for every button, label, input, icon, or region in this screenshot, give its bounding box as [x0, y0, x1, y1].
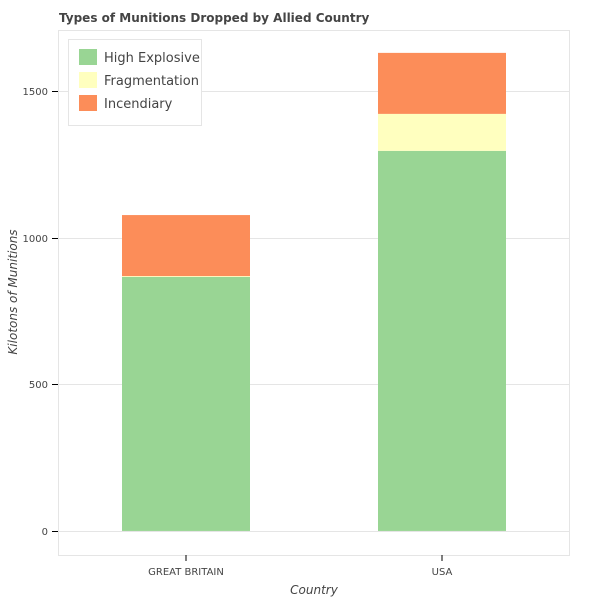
- bars: [122, 52, 506, 531]
- bar-fragmentation: [378, 113, 506, 151]
- chart-title: Types of Munitions Dropped by Allied Cou…: [59, 11, 369, 25]
- bar-incendiary: [378, 52, 506, 114]
- y-tick-label: 500: [29, 380, 48, 391]
- y-tick-label: 0: [42, 527, 48, 538]
- y-axis-label: Kilotons of Munitions: [6, 229, 20, 354]
- y-tick-label: 1000: [23, 234, 48, 245]
- legend-swatch: [79, 95, 97, 111]
- legend: High Explosive Fragmentation Incendiary: [68, 39, 202, 126]
- x-axis-label: Country: [290, 583, 339, 597]
- bar-high-explosive: [122, 276, 250, 531]
- legend-label: Incendiary: [104, 97, 173, 112]
- plot-frame: [58, 30, 570, 556]
- legend-label: Fragmentation: [104, 74, 199, 89]
- bar-incendiary: [122, 215, 250, 277]
- legend-swatch: [79, 72, 97, 88]
- legend-label: High Explosive: [104, 51, 200, 66]
- x-tick-label: USA: [432, 567, 453, 578]
- bar-fragmentation: [122, 276, 250, 277]
- x-tick-label: GREAT BRITAIN: [148, 567, 224, 578]
- bar-high-explosive: [378, 150, 506, 531]
- legend-swatch: [79, 49, 97, 65]
- x-ticks: GREAT BRITAIN USA: [148, 555, 453, 578]
- y-ticks: 0 500 1000 1500: [23, 87, 58, 538]
- y-tick-label: 1500: [23, 87, 48, 98]
